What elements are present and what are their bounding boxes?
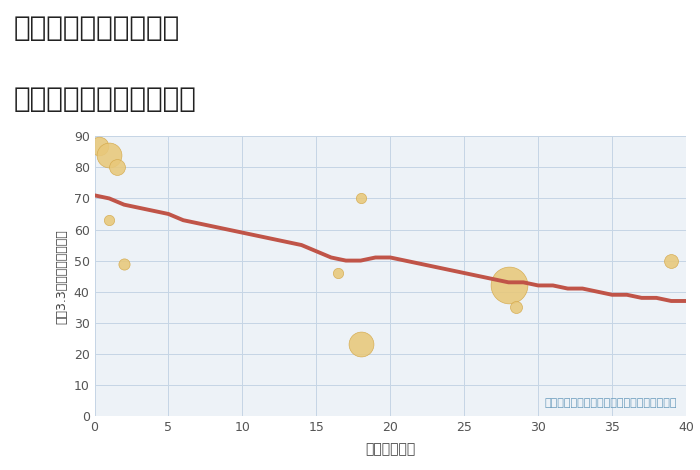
Point (93, 142, 104, 149)
X-axis label: 築年数（年）: 築年数（年） (365, 442, 415, 456)
Point (503, 282, 514, 289)
Point (355, 341, 366, 348)
Point (118, 260, 130, 267)
Point (104, 216, 115, 224)
Point (111, 164, 122, 171)
Point (355, 195, 366, 202)
Text: 神奈川県秦野市曲松の: 神奈川県秦野市曲松の (14, 14, 181, 42)
Point (333, 269, 344, 277)
Text: 円の大きさは、取引のあった物件面積を示す: 円の大きさは、取引のあった物件面積を示す (545, 398, 677, 407)
Text: 築年数別中古戸建て価格: 築年数別中古戸建て価格 (14, 85, 197, 113)
Y-axis label: 坪（3.3㎡）単価（万円）: 坪（3.3㎡）単価（万円） (55, 229, 68, 323)
Point (666, 257, 677, 264)
Point (104, 151, 115, 159)
Point (510, 304, 522, 311)
